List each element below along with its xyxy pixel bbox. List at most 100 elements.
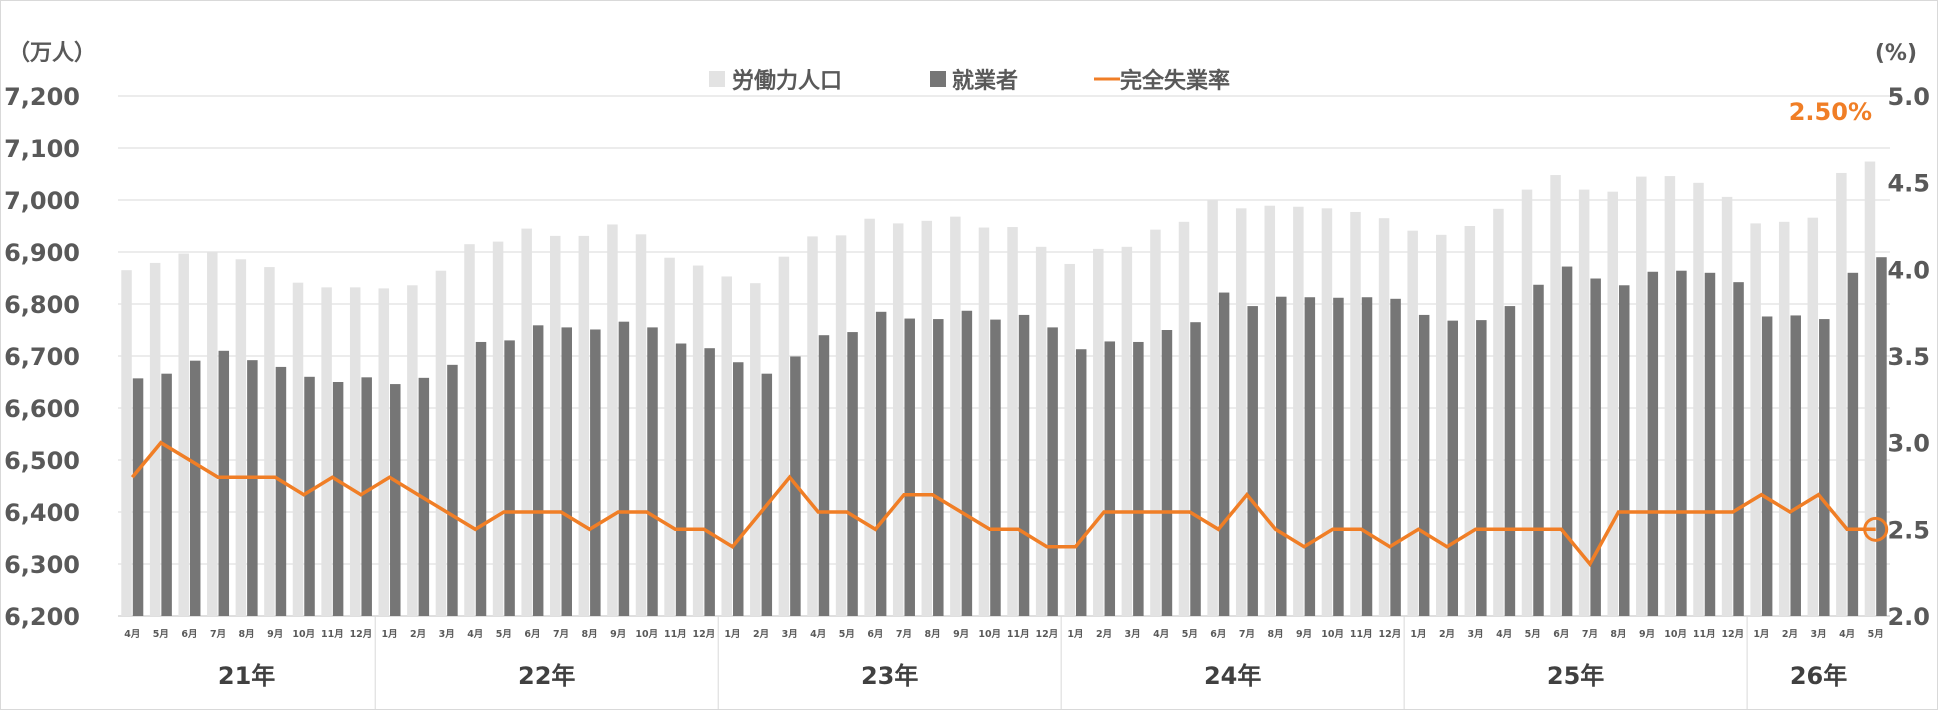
month-tick-label: 3月: [1810, 629, 1826, 640]
labor-force-bar: [1864, 161, 1876, 616]
month-tick-label: 8月: [239, 629, 255, 640]
labor-force-bar: [1436, 234, 1447, 616]
labor-force-bar: [1207, 200, 1218, 616]
labor-force-bar: [492, 241, 504, 616]
month-tick-label: 10月: [635, 629, 658, 640]
year-label: 23年: [861, 662, 918, 690]
employed-bar: [1733, 282, 1744, 616]
employed-bar: [332, 382, 344, 616]
month-tick-label: 4月: [1153, 629, 1169, 640]
employed-bar: [1075, 349, 1087, 616]
employed-bar: [590, 329, 601, 616]
labor-force-bar: [235, 259, 247, 616]
employed-bar: [647, 327, 658, 616]
labor-force-bar: [950, 216, 961, 616]
employed-bar: [161, 373, 172, 616]
labor-force-bar: [1493, 208, 1504, 616]
labor-force-bar: [1693, 182, 1704, 616]
labor-force-bar: [1093, 248, 1104, 616]
left-axis-tick-label: 6,900: [4, 239, 80, 267]
employed-bar: [1161, 330, 1173, 616]
employed-bar: [1676, 270, 1687, 616]
labor-force-bar: [1750, 223, 1761, 616]
legend-employed-swatch: [930, 71, 946, 87]
month-tick-label: 12月: [350, 629, 373, 640]
month-tick-label: 4月: [1839, 629, 1855, 640]
month-tick-label: 7月: [1239, 629, 1255, 640]
month-tick-label: 5月: [496, 629, 512, 640]
month-tick-label: 9月: [1296, 629, 1312, 640]
right-axis-tick-label: 4.0: [1887, 256, 1930, 284]
month-tick-label: 9月: [267, 629, 283, 640]
right-axis-tick-label: 5.0: [1887, 83, 1930, 111]
labor-force-bar: [1550, 175, 1561, 617]
labor-force-bar: [292, 282, 304, 616]
employed-bar: [618, 321, 630, 616]
labor-force-bar: [664, 257, 675, 616]
month-tick-label: 1月: [1753, 629, 1769, 640]
legend-labor-force-label: 労働力人口: [732, 68, 842, 94]
month-tick-label: 2月: [410, 629, 426, 640]
month-tick-label: 11月: [321, 629, 344, 640]
employed-bar: [1218, 292, 1230, 616]
employed-bar: [1447, 320, 1458, 616]
labor-force-bar: [578, 235, 590, 616]
month-tick-label: 12月: [1721, 629, 1744, 640]
employed-bar: [1819, 319, 1830, 616]
labor-force-bar: [807, 236, 818, 616]
month-tick-label: 8月: [1267, 629, 1283, 640]
legend-rate-label: 完全失業率: [1120, 68, 1230, 94]
labor-force-bar: [378, 288, 390, 616]
month-tick-label: 8月: [924, 629, 940, 640]
year-label: 25年: [1547, 662, 1604, 690]
employed-bar: [275, 366, 287, 616]
month-tick-label: 4月: [810, 629, 826, 640]
month-tick-label: 6月: [524, 629, 540, 640]
labor-force-bar: [635, 234, 647, 616]
year-label: 21年: [218, 662, 275, 690]
labor-force-bar: [721, 276, 732, 616]
month-tick-label: 3月: [782, 629, 798, 640]
labor-force-bar: [435, 270, 447, 616]
labor-force-bar: [178, 253, 189, 616]
month-tick-label: 12月: [1036, 629, 1059, 640]
labor-force-bar: [1664, 176, 1676, 616]
labor-force-bar: [1150, 229, 1161, 616]
employed-bar: [732, 362, 744, 616]
labor-force-bar: [1521, 189, 1533, 616]
left-axis-tick-label: 6,300: [4, 551, 80, 579]
month-tick-label: 5月: [839, 629, 855, 640]
employed-bar: [1047, 327, 1058, 616]
employed-bar: [704, 348, 715, 616]
left-axis-unit: （万人）: [8, 41, 96, 66]
employed-bar: [1590, 278, 1601, 616]
year-label: 22年: [518, 662, 575, 690]
month-tick-label: 1月: [381, 629, 397, 640]
employed-bar: [1876, 257, 1887, 616]
right-axis-tick-label: 3.0: [1887, 430, 1930, 458]
employed-bar: [475, 341, 487, 616]
right-axis-unit: (%): [1875, 41, 1917, 66]
employed-bar: [1018, 314, 1030, 616]
month-tick-label: 2月: [1439, 629, 1455, 640]
month-tick-label: 10月: [1321, 629, 1344, 640]
employed-bar: [1133, 341, 1144, 616]
right-axis-tick-label: 2.5: [1887, 516, 1930, 544]
month-tick-label: 10月: [1664, 629, 1687, 640]
left-axis-tick-label: 6,700: [4, 343, 80, 371]
month-tick-label: 11月: [1693, 629, 1716, 640]
employed-bar: [1761, 316, 1773, 616]
employed-bar: [361, 377, 372, 616]
employed-bar: [447, 364, 458, 616]
month-tick-label: 10月: [292, 629, 315, 640]
labor-force-bar: [407, 285, 418, 616]
labor-force-bar: [149, 262, 161, 616]
employed-bar: [1476, 320, 1487, 616]
month-tick-label: 3月: [1125, 629, 1141, 640]
labor-force-bar: [921, 220, 933, 617]
employed-bar: [390, 384, 401, 616]
labor-force-bar: [1350, 211, 1361, 616]
employed-bar: [1790, 315, 1801, 616]
